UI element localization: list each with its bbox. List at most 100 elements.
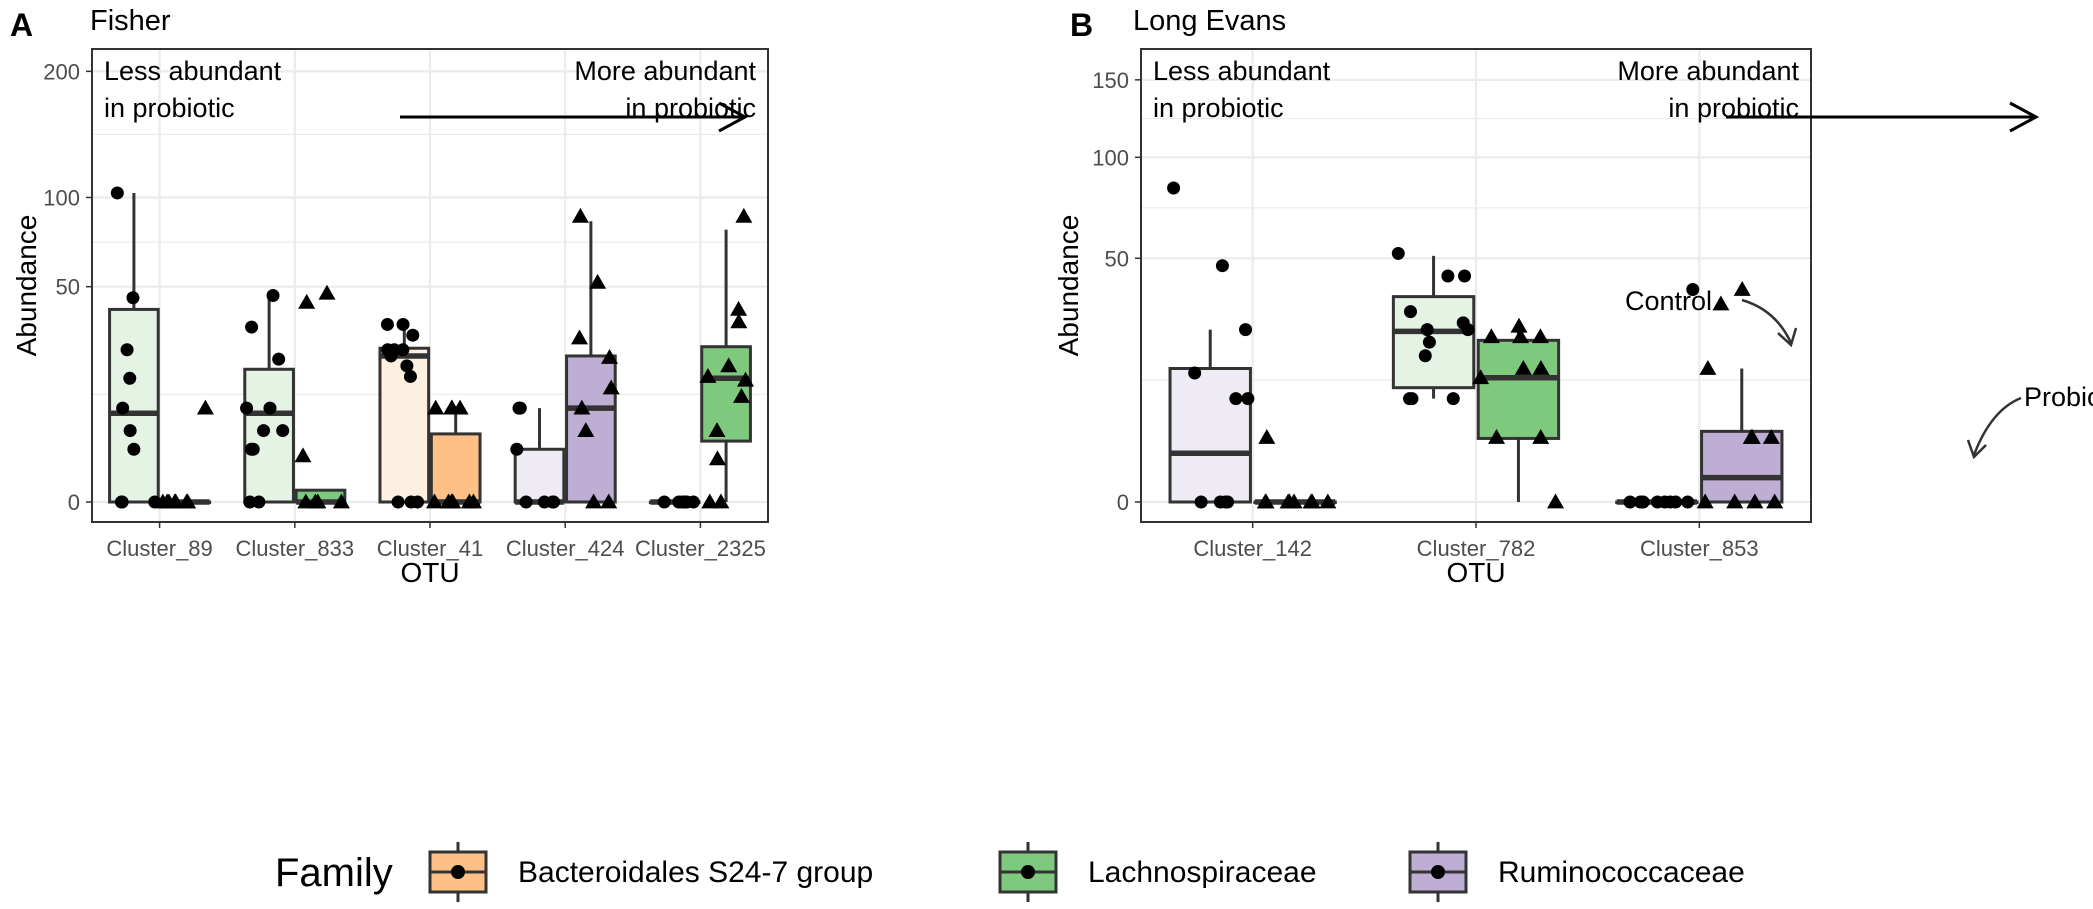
x-axis-title: OTU — [1446, 557, 1505, 588]
box-cluster-89-control — [108, 186, 162, 509]
probiotic-point — [1762, 429, 1780, 444]
box-cluster-2325-probiotic — [699, 207, 755, 509]
control-point — [384, 349, 398, 363]
box-cluster-142-probiotic — [1253, 429, 1337, 509]
control-point — [1405, 392, 1419, 406]
box-cluster-41-probiotic — [425, 399, 482, 509]
control-point — [513, 401, 527, 415]
legend-title: Family — [275, 851, 393, 895]
control-point — [1446, 392, 1460, 406]
control-point — [519, 495, 533, 509]
legend-label: Bacteroidales S24-7 group — [518, 856, 873, 889]
control-point — [1404, 305, 1418, 319]
x-tick-label-cluster-142: Cluster_142 — [1193, 536, 1312, 561]
callout-probiotic-arrowhead — [1966, 439, 1987, 460]
probiotic-point — [720, 357, 738, 373]
control-point — [1239, 323, 1253, 337]
control-point — [1420, 323, 1434, 337]
iqr-box — [429, 432, 482, 504]
iqr-box — [565, 354, 617, 504]
control-point — [686, 495, 700, 509]
x-tick-label-cluster-41: Cluster_41 — [377, 536, 483, 561]
probiotic-point — [1532, 429, 1550, 444]
callout-probiotic-arrow — [1972, 396, 2022, 456]
box-cluster-424-probiotic — [565, 207, 620, 509]
probiotic-point — [737, 371, 755, 387]
chart-title: Fisher — [90, 5, 171, 37]
y-tick-label: 50 — [56, 275, 80, 300]
callouts: Control Probiotic — [1625, 286, 2093, 460]
probiotic-point — [712, 493, 730, 509]
x-tick-label-cluster-853: Cluster_853 — [1640, 536, 1759, 561]
control-point — [246, 442, 260, 456]
control-point — [396, 317, 410, 331]
box-cluster-782-control — [1391, 246, 1476, 406]
legend-point — [451, 865, 465, 879]
control-point — [266, 288, 280, 302]
probiotic-point — [1547, 493, 1565, 509]
annotation-left-line2: in probiotic — [1153, 93, 1284, 123]
control-point — [1213, 495, 1227, 509]
legend-point — [1021, 865, 1035, 879]
control-point — [1441, 269, 1455, 283]
legend-point — [1431, 865, 1445, 879]
x-tick-label-cluster-424: Cluster_424 — [506, 536, 625, 561]
iqr-box — [513, 447, 566, 504]
probiotic-point — [1742, 429, 1760, 444]
control-point — [272, 352, 286, 366]
y-tick-label: 200 — [43, 59, 80, 84]
box-cluster-2325-control — [648, 495, 701, 509]
callout-control: Control — [1625, 286, 1712, 316]
control-point — [123, 424, 137, 438]
legend-label: Ruminococcaceae — [1498, 856, 1745, 889]
probiotic-point — [1280, 493, 1298, 509]
fisher-chart: Fisher 0 50 100 200 Cluster_89 Cluster_833 Clus… — [11, 5, 769, 588]
control-point — [1167, 181, 1181, 195]
control-point — [263, 401, 277, 415]
probiotic-point — [179, 493, 197, 509]
y-axis-title: Abundance — [1053, 215, 1084, 357]
control-point — [123, 371, 137, 385]
control-point — [400, 359, 414, 373]
probiotic-point — [701, 493, 719, 509]
direction-arrowhead — [718, 101, 749, 133]
probiotic-point — [732, 388, 750, 403]
control-point — [243, 495, 257, 509]
control-point — [276, 424, 290, 438]
control-point — [1458, 269, 1472, 283]
annotation-right-line1: More abundant — [1617, 56, 1799, 86]
probiotic-point — [1531, 328, 1549, 344]
box-cluster-142-control — [1167, 181, 1255, 509]
callout-probiotic: Probiotic — [2024, 382, 2093, 412]
x-tick-label-cluster-833: Cluster_833 — [235, 536, 354, 561]
control-point — [1422, 335, 1436, 349]
probiotic-point — [577, 422, 595, 437]
probiotic-point — [196, 399, 214, 415]
direction-arrowhead — [2009, 101, 2040, 133]
probiotic-point — [730, 300, 748, 316]
control-point — [1633, 495, 1647, 509]
probiotic-point — [1766, 493, 1784, 509]
probiotic-point — [297, 493, 315, 509]
control-point — [1229, 392, 1243, 406]
probiotic-point — [332, 493, 350, 509]
control-point — [380, 317, 394, 331]
control-point — [1686, 283, 1700, 297]
probiotic-point — [1319, 493, 1337, 509]
annotation-left-line2: in probiotic — [104, 93, 235, 123]
box-cluster-833-control — [240, 288, 295, 509]
legend-label: Lachnospiraceae — [1088, 856, 1317, 889]
probiotic-point — [425, 493, 443, 509]
control-point — [245, 320, 259, 334]
probiotic-point — [160, 493, 178, 509]
control-point — [1194, 495, 1208, 509]
control-point — [120, 343, 134, 357]
control-point — [510, 442, 524, 456]
box-cluster-424-control — [510, 401, 566, 509]
probiotic-point — [309, 493, 327, 509]
annotation-right-line1: More abundant — [574, 56, 756, 86]
y-tick-label: 150 — [1092, 68, 1129, 93]
probiotic-point — [1258, 429, 1276, 444]
control-point — [110, 186, 124, 200]
